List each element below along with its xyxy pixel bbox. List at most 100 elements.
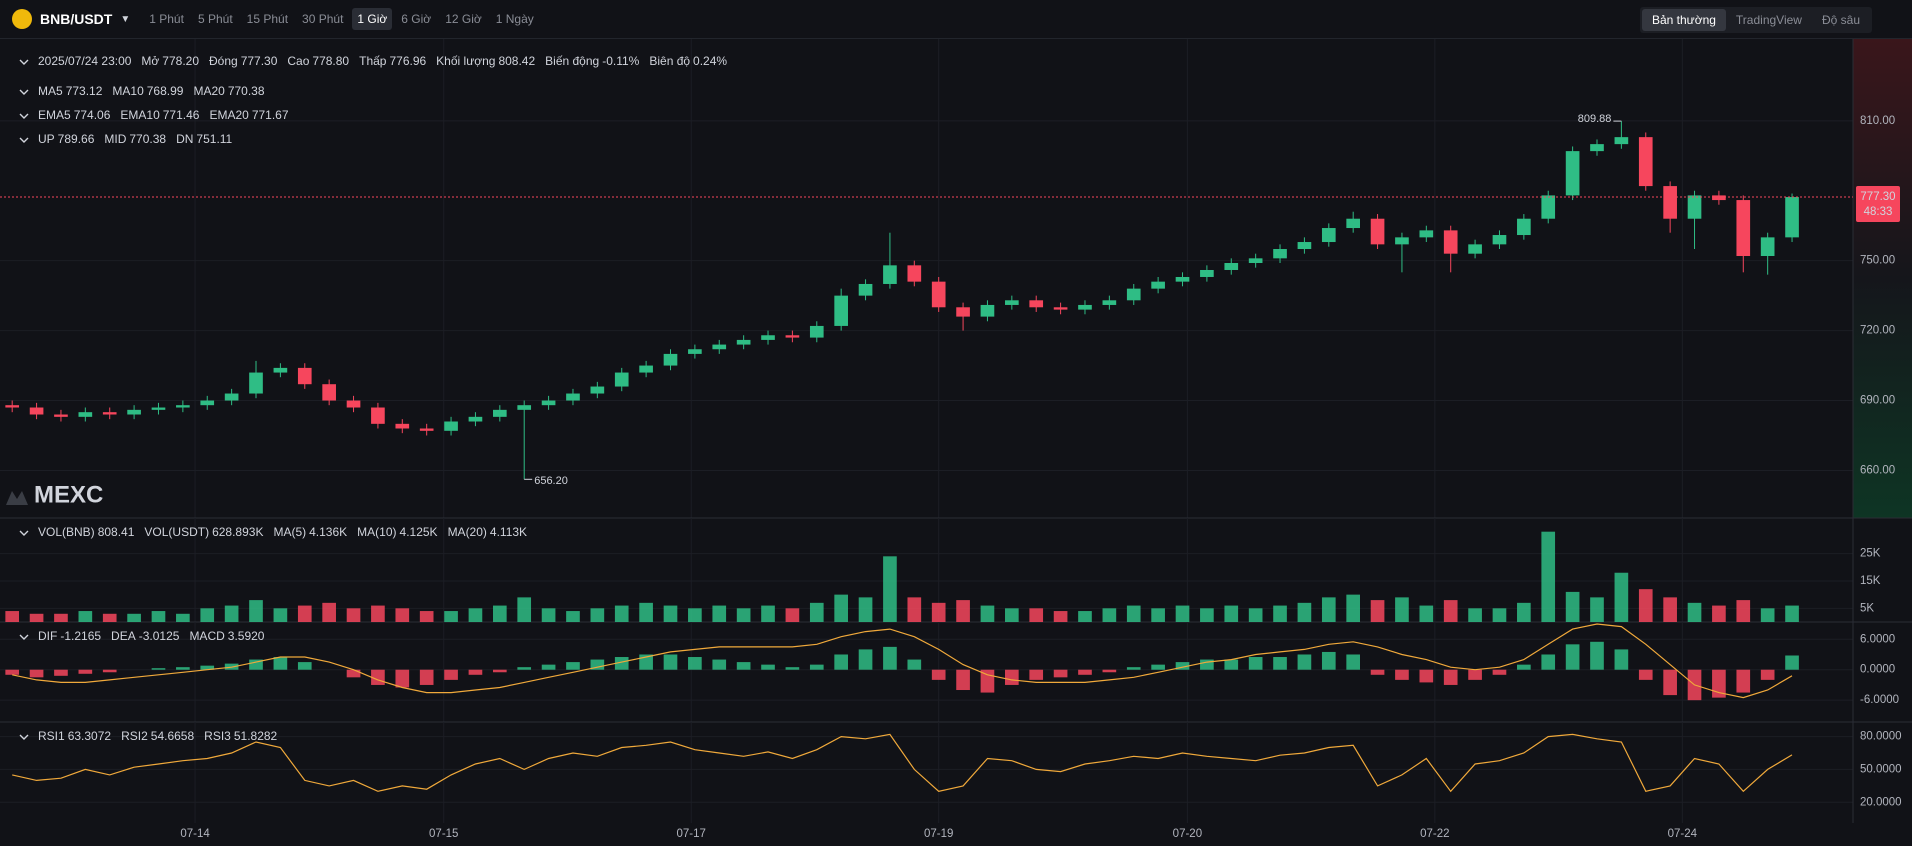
legend-label: VOL(USDT) [144, 525, 209, 539]
candle-body [200, 400, 215, 406]
candle-body [1175, 276, 1190, 282]
macd-histogram-bar [834, 654, 848, 670]
volume-bar [1663, 597, 1677, 622]
view-button[interactable]: TradingView [1735, 13, 1802, 27]
volume-bar [1151, 608, 1165, 622]
macd-histogram-bar [1395, 669, 1409, 680]
legend-label: EMA10 [120, 108, 160, 122]
macd-histogram-bar [761, 664, 775, 670]
interval-button[interactable]: 1 Ngày [495, 12, 534, 26]
macd-histogram-bar [1565, 644, 1580, 670]
interval-button[interactable]: 6 Giờ [401, 12, 432, 26]
volume-bar [1785, 605, 1799, 622]
candle-body [712, 344, 727, 350]
macd-histogram-bar [273, 657, 288, 670]
candle-body [1614, 137, 1629, 145]
volume-bar [1102, 608, 1117, 622]
legend-value: 774.06 [74, 108, 111, 122]
volume-bar [1590, 597, 1604, 622]
volume-bar [1419, 605, 1434, 622]
macd-histogram-bar [5, 669, 20, 675]
interval-button[interactable]: 1 Phút [149, 12, 184, 26]
legend-value: 54.6658 [151, 729, 195, 743]
interval-button[interactable]: 1 Giờ [352, 8, 393, 30]
macd-histogram-bar [1590, 641, 1604, 670]
legend-value: 771.46 [163, 108, 200, 122]
candle-body [1395, 237, 1409, 245]
legend-toggle [19, 530, 29, 536]
candle-body [1273, 249, 1287, 259]
candle-body [102, 412, 117, 415]
volume-bar [688, 608, 702, 622]
candle-body [1005, 300, 1019, 305]
volume-bar [1053, 611, 1068, 622]
symbol-caret[interactable]: ▼ [120, 13, 131, 25]
macd-histogram-bar [1126, 667, 1141, 670]
legend-value: 808.41 [98, 525, 135, 539]
interval-button[interactable]: 15 Phút [246, 12, 289, 26]
legend-value: 768.99 [147, 84, 184, 98]
legend-value: 773.12 [66, 84, 103, 98]
legend-toggle [19, 89, 29, 95]
candle-body [322, 384, 336, 401]
macd-histogram-bar [1005, 669, 1019, 685]
candle-body [663, 353, 678, 366]
volume-bar [1200, 608, 1214, 622]
interval-button[interactable]: 12 Giờ [445, 12, 482, 26]
volume-bar [1005, 608, 1019, 622]
volume-bar [1126, 605, 1141, 622]
legend-label: MID [104, 132, 126, 146]
volume-bar [1078, 611, 1092, 622]
candle-body [297, 367, 312, 385]
macd-histogram-bar [785, 667, 800, 670]
candle-body [517, 405, 532, 410]
legend-value: 3.5920 [228, 629, 265, 643]
last-price-label: 777.30 [1860, 191, 1895, 203]
macd-histogram-bar [176, 667, 190, 670]
macd-histogram-bar [590, 659, 605, 670]
volume-bar [273, 608, 288, 622]
volume-bar [1273, 605, 1287, 622]
watermark: MEXC [34, 481, 103, 508]
candle-body [29, 407, 44, 415]
volume-bar [102, 613, 117, 622]
candle-body [176, 405, 190, 408]
candle-body [931, 281, 946, 308]
volume-bar [1638, 589, 1653, 622]
candle-body [566, 393, 580, 401]
legend-value: 51.8282 [234, 729, 278, 743]
volume-bar [834, 594, 848, 622]
candle-body [346, 400, 361, 408]
macd-histogram-bar [78, 669, 93, 674]
volume-bar [1370, 600, 1385, 622]
interval-button[interactable]: 5 Phút [197, 12, 233, 26]
volume-bar [29, 613, 44, 622]
volume-bar [322, 602, 336, 622]
candle-body [1053, 307, 1068, 310]
candle-body [224, 393, 239, 401]
macd-histogram-bar [907, 659, 922, 670]
candle-body [1785, 197, 1799, 238]
info-label: Biến động [545, 54, 599, 68]
legend-value: 4.125K [400, 525, 438, 539]
candle-body [639, 365, 653, 373]
view-button[interactable]: Bản thường [1641, 9, 1726, 31]
volume-bar [346, 608, 361, 622]
candle-body [78, 412, 93, 417]
macd-histogram-bar [54, 669, 68, 676]
volume-bar [1687, 602, 1702, 622]
macd-histogram-bar [1517, 664, 1531, 670]
y-tick-label: 750.00 [1860, 255, 1895, 267]
macd-histogram-bar [1663, 669, 1677, 696]
volume-bar [1443, 600, 1458, 622]
legend-toggle [19, 113, 29, 119]
macd-histogram-bar [102, 669, 117, 673]
candle-body [907, 265, 922, 282]
legend-value: -1.2165 [60, 629, 101, 643]
macd-histogram-bar [931, 669, 946, 680]
volume-bar [980, 605, 995, 622]
symbol-logo [12, 9, 32, 29]
interval-button[interactable]: 30 Phút [302, 12, 344, 26]
symbol[interactable]: BNB/USDT [40, 11, 113, 27]
view-button[interactable]: Độ sâu [1821, 13, 1860, 27]
